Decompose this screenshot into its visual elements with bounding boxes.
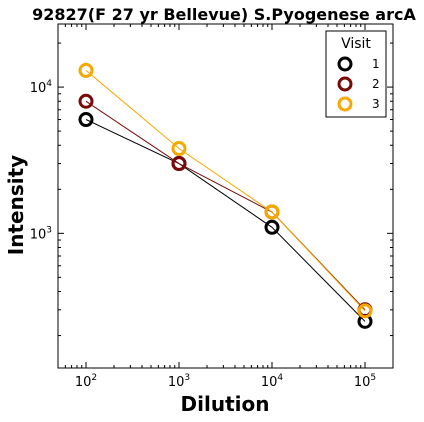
data-point-visit-3 <box>357 303 373 319</box>
data-point-visit-3 <box>171 141 187 157</box>
legend: Visit 1 2 3 <box>325 30 387 118</box>
data-point-visit-2 <box>171 156 187 172</box>
x-tick-label: 102 <box>75 373 97 390</box>
y-tick-label: 103 <box>30 225 52 242</box>
series-line-3 <box>85 70 366 312</box>
x-tick-label: 105 <box>354 373 376 390</box>
data-point-visit-2 <box>78 93 94 109</box>
x-axis-label: Dilution <box>181 392 270 416</box>
legend-marker-3 <box>337 96 353 112</box>
data-point-visit-1 <box>78 112 94 128</box>
data-point-visit-3 <box>78 62 94 78</box>
legend-marker-2 <box>337 76 353 92</box>
plot-area: 102 103 104 105 103 104 <box>30 23 394 390</box>
legend-box <box>325 30 387 118</box>
data-point-visit-3 <box>264 204 280 220</box>
chart-title: 92827(F 27 yr Bellevue) S.Pyogenese arcA <box>32 5 416 24</box>
data-point-visit-1 <box>264 219 280 235</box>
legend-label-1: 1 <box>372 57 380 71</box>
plot-frame <box>57 23 394 369</box>
y-tick-label: 104 <box>30 79 53 96</box>
legend-label-2: 2 <box>372 77 380 91</box>
legend-label-3: 3 <box>372 97 380 111</box>
x-tick-label: 104 <box>261 373 284 390</box>
series-line-1 <box>85 119 366 322</box>
legend-marker-1 <box>337 56 353 72</box>
x-tick-label: 103 <box>168 373 190 390</box>
y-axis-label: Intensity <box>4 155 28 255</box>
legend-title: Visit <box>341 36 371 52</box>
